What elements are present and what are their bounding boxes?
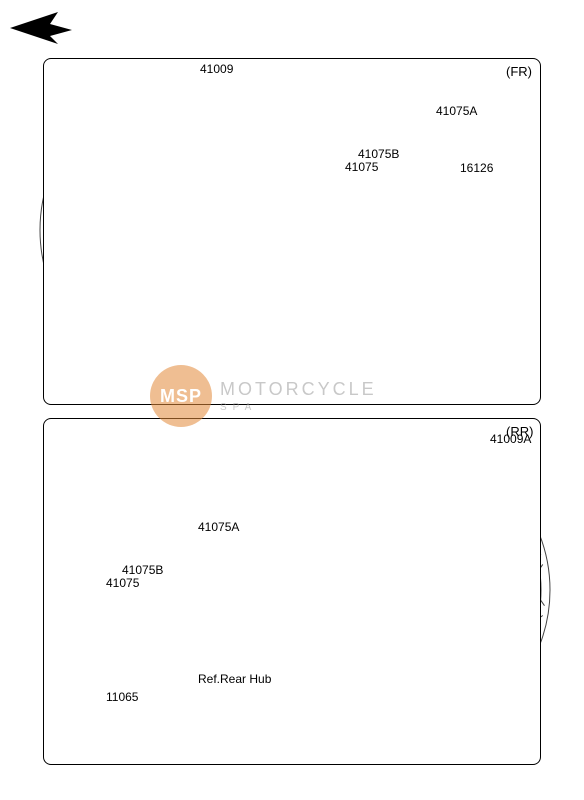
watermark-badge-text: MSP (160, 386, 202, 407)
callout-41075b-front: 41075B (358, 147, 399, 161)
back-arrow-icon (10, 12, 72, 44)
callout-41009a: 41009A (490, 432, 531, 446)
callout-41009: 41009 (200, 62, 233, 76)
watermark: MSP MOTORCYCLE SPA (150, 365, 377, 427)
callout-41075a-front: 41075A (436, 104, 477, 118)
watermark-badge-icon: MSP (150, 365, 212, 427)
callout-41075a-rear: 41075A (198, 520, 239, 534)
watermark-sub: SPA (220, 402, 377, 413)
callout-41075-rear: 41075 (106, 576, 139, 590)
watermark-main: MOTORCYCLE (220, 379, 377, 399)
callout-41075b-rear: 41075B (122, 563, 163, 577)
callout-16126: 16126 (460, 161, 493, 175)
rear-panel (43, 418, 541, 765)
ref-rear-hub: Ref.Rear Hub (198, 672, 271, 686)
front-tag: (FR) (506, 64, 532, 79)
callout-41075-front: 41075 (345, 160, 378, 174)
callout-11065: 11065 (106, 690, 138, 704)
